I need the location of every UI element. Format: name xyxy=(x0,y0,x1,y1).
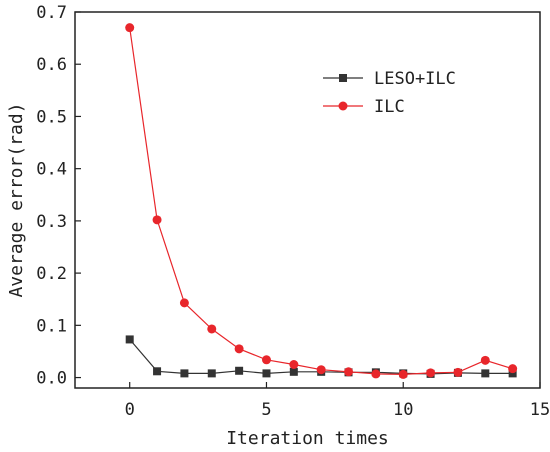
data-point-leso-ilc xyxy=(153,367,162,376)
data-point-leso-ilc xyxy=(289,367,298,376)
legend: LESO+ILC ILC xyxy=(323,69,456,117)
data-point-ilc xyxy=(508,364,518,374)
x-tick-label: 10 xyxy=(393,400,413,420)
x-tick-label: 5 xyxy=(261,400,271,420)
data-point-ilc xyxy=(426,368,436,378)
data-point-ilc xyxy=(480,355,490,365)
y-tick-label: 0.4 xyxy=(36,160,67,180)
data-point-ilc xyxy=(398,369,408,379)
data-point-leso-ilc xyxy=(508,369,517,378)
data-point-ilc xyxy=(371,369,381,379)
data-point-ilc xyxy=(261,355,271,365)
data-point-ilc xyxy=(125,23,135,33)
data-point-leso-ilc xyxy=(235,366,244,375)
y-tick-label: 0.1 xyxy=(36,316,67,336)
series-layer xyxy=(125,23,518,379)
y-tick-label: 0.5 xyxy=(36,107,67,127)
data-point-ilc xyxy=(316,365,326,375)
data-point-ilc xyxy=(179,298,189,308)
y-tick-label: 0.6 xyxy=(36,55,67,75)
legend-label-leso-ilc: LESO+ILC xyxy=(374,69,456,89)
plot-frame xyxy=(74,11,541,389)
x-axis-label: Iteration times xyxy=(226,428,389,449)
y-tick-label: 0.0 xyxy=(36,369,67,389)
legend-marker-ilc xyxy=(338,101,348,111)
data-point-ilc xyxy=(453,367,463,377)
data-point-leso-ilc xyxy=(262,369,271,378)
x-tick-label: 15 xyxy=(530,400,550,420)
x-tick-label: 0 xyxy=(125,400,135,420)
data-point-ilc xyxy=(344,367,354,377)
data-point-ilc xyxy=(207,324,217,334)
y-tick-label: 0.7 xyxy=(36,3,67,23)
data-point-leso-ilc xyxy=(125,335,134,344)
data-point-leso-ilc xyxy=(481,369,490,378)
y-tick-label: 0.2 xyxy=(36,264,67,284)
legend-label-ilc: ILC xyxy=(374,97,405,117)
y-axis-label: Average error(rad) xyxy=(6,102,27,297)
y-tick-label: 0.3 xyxy=(36,212,67,232)
data-point-leso-ilc xyxy=(207,369,216,378)
tick-marks xyxy=(75,11,541,388)
data-point-leso-ilc xyxy=(180,369,189,378)
legend-marker-leso-ilc xyxy=(339,74,347,82)
data-point-ilc xyxy=(289,360,299,369)
data-point-ilc xyxy=(152,215,162,225)
data-point-ilc xyxy=(234,344,244,354)
